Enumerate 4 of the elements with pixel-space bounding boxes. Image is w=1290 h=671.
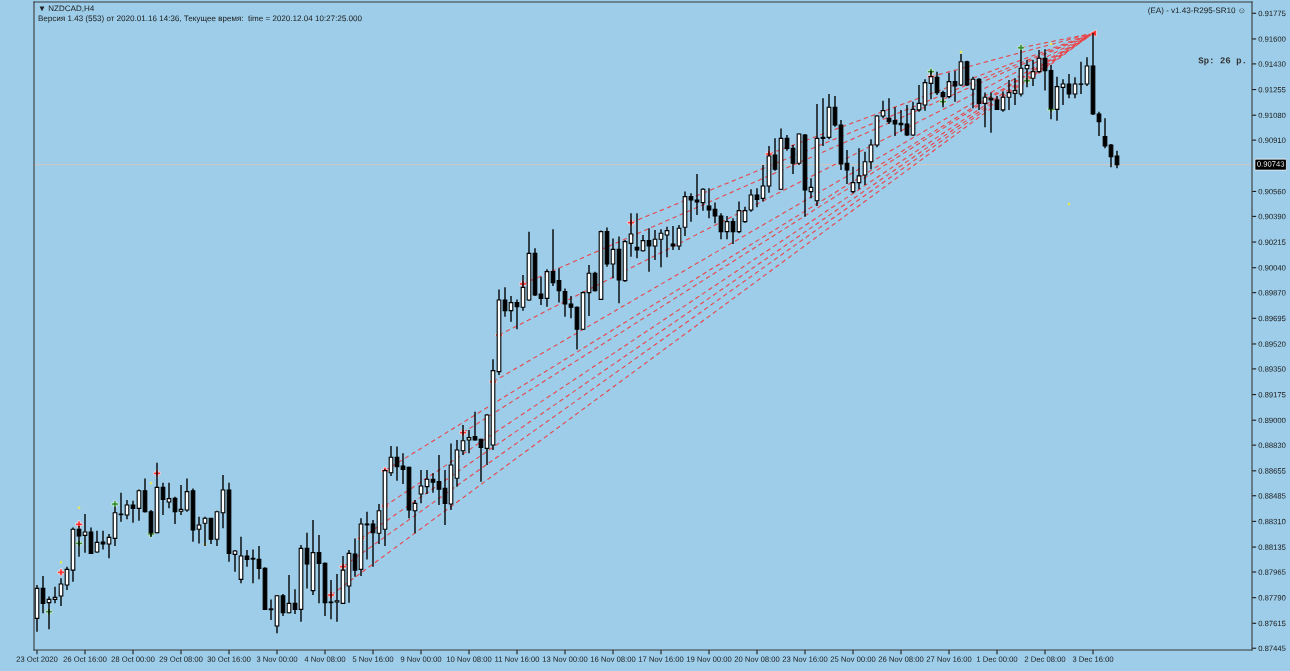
annotation: Sp: 26 p. [1198,57,1245,66]
chart-title: ▼ NZDCAD,H4 [39,5,95,13]
text: Версия 1.43 (553) от 2020.01.16 14:36, Текущее время: time = 2020.12.04 10:27:25.000 [38,15,362,23]
annotation: (EA) - v1.43-R295-SR10 ☺ [1148,7,1245,15]
